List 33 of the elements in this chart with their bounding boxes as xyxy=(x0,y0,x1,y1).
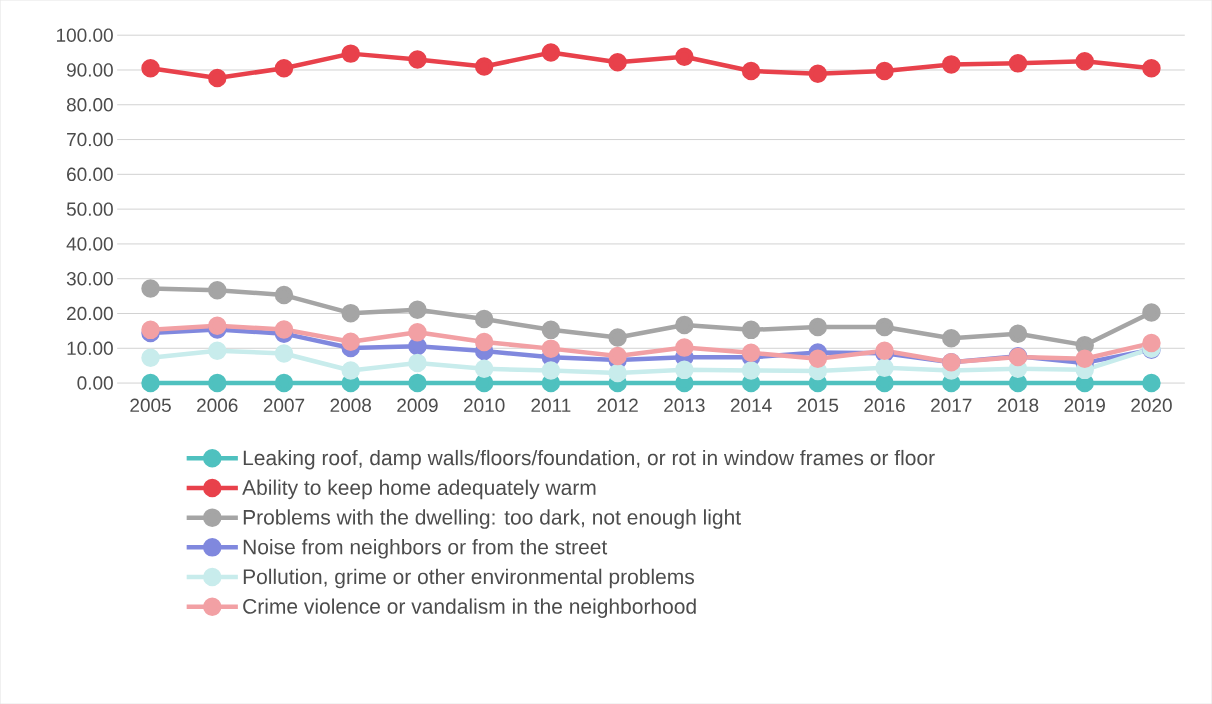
y-tick-label: 50.00 xyxy=(66,202,113,216)
legend-label: Crime violence or vandalism in the neighborhood xyxy=(243,598,696,618)
x-tick-label: 2010 xyxy=(464,398,505,412)
y-tick-label: 30.00 xyxy=(66,271,113,286)
x-tick-label: 2006 xyxy=(197,398,238,412)
x-tick-label: 2020 xyxy=(1131,398,1172,412)
y-tick-label: 10.00 xyxy=(67,341,113,355)
x-tick-label: 2011 xyxy=(531,398,571,412)
x-tick-label: 2009 xyxy=(397,398,438,412)
legend-label: Ability to keep home adequately warm xyxy=(242,479,596,500)
y-tick-label: 40.00 xyxy=(66,237,113,251)
y-tick-label: 20.00 xyxy=(67,306,113,321)
x-tick-label: 2016 xyxy=(864,398,905,412)
x-tick-label: 2007 xyxy=(263,398,305,412)
x-tick-label: 2012 xyxy=(597,398,638,412)
x-tick-label: 2018 xyxy=(997,398,1039,412)
legend-label: Noise from neighbors or from the street xyxy=(243,538,608,559)
legend-label: Pollution, grime or other environmental problems xyxy=(243,568,694,589)
y-tick-label: 60.00 xyxy=(67,167,113,181)
y-tick-label: 90.00 xyxy=(67,63,113,77)
legend-label: Problems with the dwelling: too dark, not enough light xyxy=(243,509,741,529)
y-tick-label: 0.00 xyxy=(77,376,113,390)
legend-label: Leaking roof, damp walls/floors/foundation, or rot in window frames or floor xyxy=(243,449,935,470)
x-tick-label: 2015 xyxy=(797,398,839,412)
x-tick-label: 2005 xyxy=(130,398,171,412)
x-tick-label: 2014 xyxy=(730,398,772,412)
y-tick-label: 100.00 xyxy=(56,28,113,42)
x-tick-label: 2008 xyxy=(330,398,372,412)
y-tick-label: 70.00 xyxy=(67,132,113,147)
x-tick-label: 2017 xyxy=(931,398,972,412)
y-tick-label: 80.00 xyxy=(66,97,113,112)
x-tick-label: 2013 xyxy=(664,398,705,412)
x-tick-label: 2019 xyxy=(1064,398,1105,412)
